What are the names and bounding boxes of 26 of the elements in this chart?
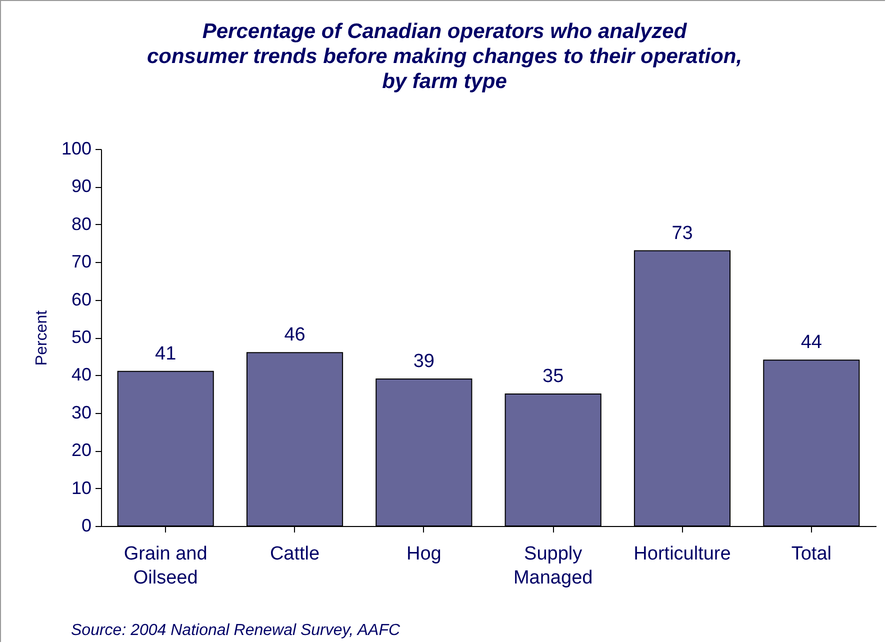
y-tick-label: 10 <box>71 478 92 498</box>
y-tick-label: 40 <box>71 364 92 385</box>
y-tick-label: 30 <box>71 402 92 422</box>
chart-title: Percentage of Canadian operators who analyzed consumer trends before making changes to their operation, by farm type <box>146 20 742 93</box>
y-tick-label: 70 <box>71 252 92 272</box>
x-tick-label: Horticulture <box>634 544 731 564</box>
data-label: 46 <box>284 324 306 346</box>
y-tick-label: 100 <box>61 138 92 158</box>
x-tick-label: Cattle <box>270 544 320 564</box>
y-tick-label: 60 <box>71 289 92 310</box>
data-label: 39 <box>413 350 434 372</box>
y-tick-label: 80 <box>71 214 92 234</box>
data-label: 35 <box>542 366 564 388</box>
source-note: Source: 2004 National Renewal Survey, AAFC <box>71 622 400 639</box>
y-tick-label: 50 <box>71 327 92 347</box>
y-axis-title: Percent <box>33 310 50 366</box>
y-tick-label: 90 <box>71 176 92 196</box>
x-tick-label: Supply Managed <box>513 544 593 588</box>
data-label: 73 <box>672 222 693 244</box>
y-tick-label: 20 <box>71 440 92 460</box>
x-tick-label: Hog <box>406 544 442 564</box>
y-tick-label: 0 <box>81 516 92 536</box>
data-label: 44 <box>800 332 822 354</box>
x-tick-label: Total <box>791 544 832 564</box>
x-tick-label: Grain and Oilseed <box>124 544 208 588</box>
data-label: 41 <box>155 343 176 364</box>
